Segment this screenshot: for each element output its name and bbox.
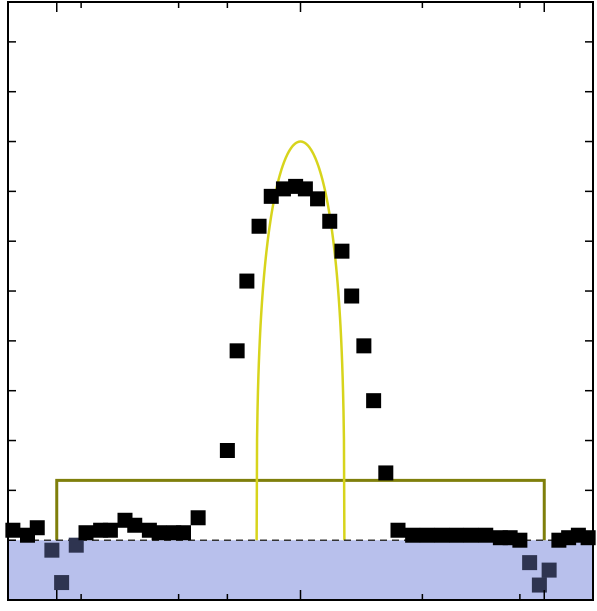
data-point-34 xyxy=(434,528,449,543)
plot-frame-layer xyxy=(8,2,593,600)
data-point-2 xyxy=(30,520,45,535)
data-point-15 xyxy=(191,510,206,525)
data-point-33 xyxy=(420,528,435,543)
data-point-12 xyxy=(152,525,167,540)
data-point-10 xyxy=(127,518,142,533)
data-point-26 xyxy=(334,244,349,259)
data-point-29 xyxy=(366,393,381,408)
data-point-30 xyxy=(378,465,393,480)
data-point-3 xyxy=(44,543,59,558)
data-point-37 xyxy=(478,528,493,543)
plot-frame xyxy=(8,2,593,600)
data-point-25 xyxy=(322,214,337,229)
data-point-32 xyxy=(405,528,420,543)
data-point-8 xyxy=(103,523,118,538)
data-point-19 xyxy=(252,219,267,234)
data-point-40 xyxy=(512,533,527,548)
data-point-4 xyxy=(54,575,69,590)
data-point-14 xyxy=(176,525,191,540)
data-point-36 xyxy=(464,528,479,543)
data-point-18 xyxy=(239,274,254,289)
data-point-6 xyxy=(79,525,94,540)
data-point-28 xyxy=(356,338,371,353)
data-point-16 xyxy=(220,443,235,458)
data-point-41 xyxy=(522,555,537,570)
data-points-layer xyxy=(5,179,595,593)
data-point-27 xyxy=(344,289,359,304)
data-point-35 xyxy=(449,528,464,543)
data-point-24 xyxy=(310,191,325,206)
data-point-31 xyxy=(391,523,406,538)
data-point-17 xyxy=(230,343,245,358)
data-point-43 xyxy=(542,563,557,578)
